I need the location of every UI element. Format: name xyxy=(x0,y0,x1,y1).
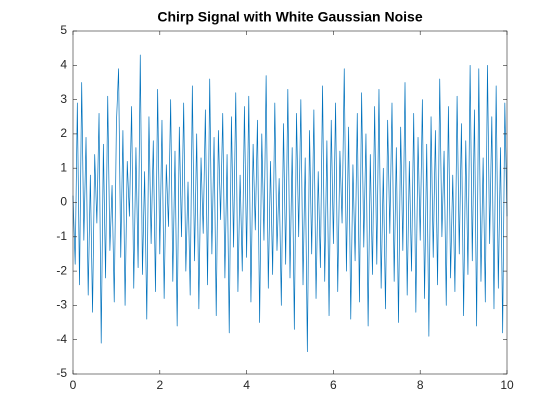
y-tick-label: 3 xyxy=(60,92,67,106)
y-tick-label: -5 xyxy=(56,366,67,380)
signal-line xyxy=(72,54,508,353)
y-tick-label: -3 xyxy=(56,298,67,312)
x-tick-label: 0 xyxy=(70,378,77,392)
y-tick-label: 2 xyxy=(60,126,67,140)
y-tick-label: 0 xyxy=(60,195,67,209)
plot-area xyxy=(73,31,507,374)
y-tick-label: 5 xyxy=(60,23,67,37)
x-tick-label: 2 xyxy=(156,378,163,392)
y-tick-label: -2 xyxy=(56,263,67,277)
x-tick-label: 6 xyxy=(330,378,337,392)
chart-title: Chirp Signal with White Gaussian Noise xyxy=(157,9,422,25)
x-tick-label: 10 xyxy=(500,378,514,392)
y-tick-label: 1 xyxy=(60,160,67,174)
y-tick-label: -4 xyxy=(56,332,67,346)
x-tick-label: 8 xyxy=(417,378,424,392)
y-tick-label: -1 xyxy=(56,229,67,243)
x-tick-label: 4 xyxy=(243,378,250,392)
y-tick-label: 4 xyxy=(60,57,67,71)
